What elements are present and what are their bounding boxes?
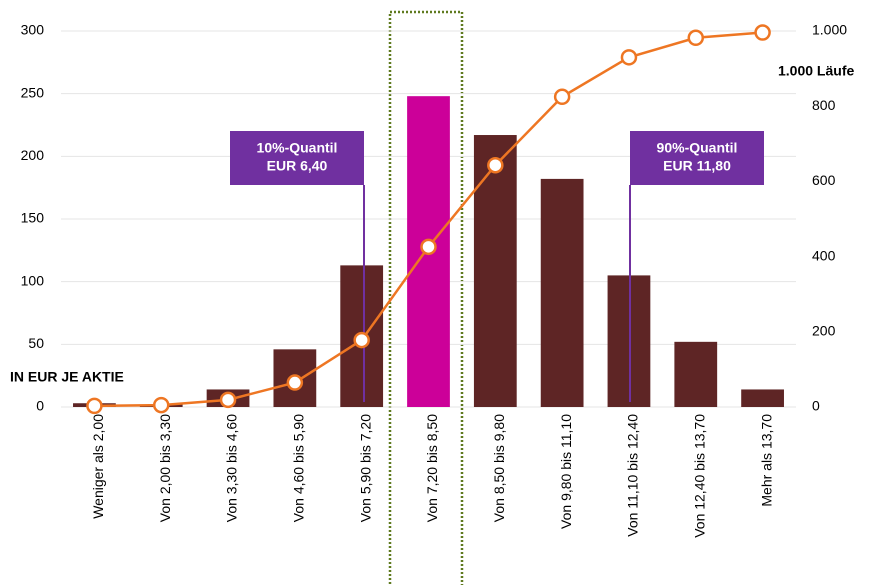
- x-tick-label: Von 12,40 bis 13,70: [691, 414, 707, 538]
- bar: [741, 389, 784, 407]
- bar: [607, 275, 651, 407]
- line-marker: [487, 156, 504, 174]
- x-tick-label: Von 8,50 bis 9,80: [491, 414, 507, 522]
- y2-tick-label: 200: [812, 323, 836, 339]
- y2-tick-label: 0: [812, 398, 820, 414]
- line-marker: [553, 88, 571, 106]
- bar: [473, 135, 517, 407]
- annotation-box: [630, 131, 764, 185]
- line-marker: [152, 396, 170, 414]
- y-tick-label: 50: [28, 335, 44, 351]
- y-axis-label: IN EUR JE AKTIE: [10, 369, 124, 385]
- x-tick-label: Weniger als 2,00: [90, 414, 106, 519]
- line-marker: [86, 397, 103, 415]
- annotation-text: 90%-Quantil: [657, 140, 738, 156]
- x-tick-label: Von 3,30 bis 4,60: [224, 414, 240, 522]
- x-tick-label: Von 5,90 bis 7,20: [357, 414, 373, 522]
- x-tick-label: Von 2,00 bis 3,30: [157, 414, 173, 522]
- y2-tick-label: 1.000: [812, 22, 847, 38]
- bar: [674, 341, 718, 407]
- y-tick-label: 100: [21, 272, 45, 288]
- line-marker: [219, 391, 237, 409]
- x-tick-label: Mehr als 13,70: [758, 414, 774, 507]
- annotation-box: [230, 131, 364, 185]
- x-tick-label: Von 9,80 bis 11,10: [558, 414, 574, 529]
- x-tick-label: Von 4,60 bis 5,90: [291, 414, 307, 522]
- y-tick-label: 150: [21, 210, 45, 226]
- y-tick-label: 300: [21, 22, 45, 38]
- bar: [540, 178, 584, 407]
- line-marker: [620, 49, 638, 66]
- y2-tick-label: 400: [812, 247, 836, 263]
- x-tick-label: Von 11,10 bis 12,40: [625, 414, 641, 537]
- y-tick-label: 200: [21, 147, 45, 163]
- line-marker: [353, 331, 370, 349]
- line-marker: [420, 238, 437, 256]
- annotation-text: EUR 6,40: [267, 158, 328, 174]
- x-tick-label: Von 7,20 bis 8,50: [424, 414, 440, 522]
- y-tick-label: 0: [36, 398, 44, 414]
- y2-tick-label: 600: [812, 172, 836, 188]
- y2-axis-label: 1.000 Läufe: [778, 63, 854, 79]
- line-marker: [286, 374, 304, 391]
- annotation-text: 10%-Quantil: [257, 140, 338, 156]
- line-marker: [754, 24, 771, 41]
- line-marker: [687, 29, 705, 47]
- y2-tick-label: 800: [812, 97, 836, 113]
- annotation-text: EUR 11,80: [663, 158, 731, 174]
- y-tick-label: 250: [21, 84, 45, 100]
